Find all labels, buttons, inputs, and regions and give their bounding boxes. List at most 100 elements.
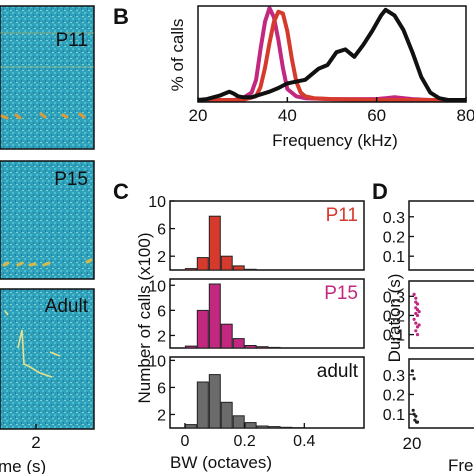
spectrogram-p11-calls <box>0 112 86 120</box>
panel-c-y-tick-label: 2 <box>157 328 166 345</box>
panel-d-point <box>412 317 416 321</box>
panel-d-point <box>417 323 421 327</box>
spectrogram-x-axis-label: me (s) <box>0 457 46 474</box>
panel-d-point <box>415 313 420 318</box>
panel-d-frame <box>408 358 474 429</box>
panel-c-bar <box>184 424 197 429</box>
panel-c-x-tick-label: 0 <box>180 433 189 450</box>
panel-b-x-tick-label: 80 <box>457 106 474 125</box>
panel-c-bar <box>232 338 245 349</box>
panel-d: D Duration (s) 0.10.20.30.10.20.30.10.20… <box>372 179 474 474</box>
panel-d-point <box>414 296 418 300</box>
panel-c-y-tick-label: 6 <box>157 380 166 397</box>
panel-b-frame <box>197 5 467 103</box>
panel-d-subplot-0: 0.1 0.2 0.3 <box>383 200 474 271</box>
panel-d-point <box>412 377 416 381</box>
spectrogram-p11 <box>0 5 95 150</box>
panel-d-y-axis-label: Duration (s) <box>385 274 404 363</box>
panel-c-x-tick-label: 0.4 <box>293 433 315 450</box>
panel-d-y-tick-label: 0.3 <box>383 289 405 306</box>
panel-c-bar <box>256 425 269 429</box>
panel-c-letter: C <box>113 179 129 204</box>
panel-c-bar <box>196 309 209 349</box>
spectrogram-adult-calls <box>4 310 61 378</box>
panel-d-point <box>415 333 420 337</box>
panel-c-x-tick-label: 0.2 <box>233 433 255 450</box>
spectrogram-adult <box>0 288 95 430</box>
panel-c-y-tick-label: 2 <box>157 407 166 424</box>
panel-c-bar <box>268 346 281 349</box>
panel-d-point <box>410 369 414 373</box>
panel-d-point <box>414 329 418 333</box>
panel-b-x-tick-label: 60 <box>367 106 386 125</box>
panel-c-x-axis-label: BW (octaves) <box>170 453 272 472</box>
spectrogram-p15 <box>0 160 95 280</box>
panel-c-y-axis-label: Number of calls (x100) <box>135 232 154 403</box>
panel-d-y-tick-label: 0.2 <box>383 308 405 325</box>
panel-d-point <box>414 321 418 325</box>
panel-d-x-tick-label: 20 <box>403 434 422 453</box>
panel-a: P11 P15 Adult 2 me (s) <box>0 5 95 474</box>
panel-d-point <box>414 414 418 418</box>
panel-c-bar <box>232 265 245 271</box>
panel-d-subplot-2: 0.1 0.2 0.3 <box>383 358 474 429</box>
panel-c-subplot-P11: 2 6 10 P11 <box>148 194 365 271</box>
spectrogram-label-adult: Adult <box>45 296 89 317</box>
panel-d-point <box>415 420 420 424</box>
panel-b-x-axis-label: Frequency (kHz) <box>272 131 398 150</box>
panel-d-y-tick-label: 0.1 <box>383 328 405 345</box>
panel-b-x-tick-label: 40 <box>278 106 297 125</box>
panel-d-y-tick-label: 0.1 <box>383 407 405 424</box>
panel-b-letter: B <box>113 4 129 29</box>
panel-b-lines <box>197 6 466 102</box>
panel-c-bar <box>244 345 257 349</box>
spectrogram-label-p11: P11 <box>56 30 88 51</box>
panel-d-point <box>415 302 420 306</box>
panel-d-point <box>417 310 421 314</box>
panel-d-frame <box>408 280 474 349</box>
panel-b-y-axis-label: % of calls <box>168 19 187 92</box>
panel-c-y-tick-label: 10 <box>148 194 166 211</box>
panel-c-bar <box>184 345 197 349</box>
panel-c-y-tick-label: 2 <box>157 249 166 266</box>
panel-c-frame <box>169 200 365 271</box>
panel-c-subplot-adult: 2 6 10 adult 0 0.2 0.4 <box>148 353 365 450</box>
panel-c-subplot-P15: 2 6 10 P15 <box>148 278 365 349</box>
panel-c-bar <box>184 268 197 271</box>
panel-d-letter: D <box>372 179 388 204</box>
panel-d-x-axis-label: Fre <box>448 456 474 474</box>
panel-b-x-tick-label: 20 <box>189 106 208 125</box>
panel-d-y-tick-label: 0.2 <box>383 229 405 246</box>
panel-d-y-tick-label: 0.1 <box>383 249 405 266</box>
panel-b: B % of calls 20 40 60 80 Frequency (kHz) <box>113 4 474 150</box>
panel-d-point <box>411 408 415 412</box>
panel-d-subplot-1: 0.1 0.2 0.3 <box>383 280 474 349</box>
panel-d-subplots: 0.1 0.2 0.3 0.1 0.2 0.3 0.1 0.2 0.3 <box>383 200 474 429</box>
panel-c-bar <box>220 255 233 271</box>
panel-c-bar <box>232 415 245 429</box>
panel-c-y-tick-label: 10 <box>148 353 166 370</box>
panel-c-bar <box>208 374 221 429</box>
panel-c-bar <box>280 426 293 429</box>
panel-c-bar <box>244 268 257 271</box>
panel-c-subplot-label: adult <box>317 361 359 382</box>
panel-c-subplot-label: P11 <box>326 205 358 226</box>
panel-c-bar <box>244 422 257 429</box>
panel-b-series-line-0 <box>198 6 466 102</box>
panel-d-y-tick-label: 0.2 <box>383 387 405 404</box>
panel-c-y-tick-label: 6 <box>157 222 166 239</box>
panel-c-y-tick-label: 10 <box>148 278 166 295</box>
spectrogram-p15-calls <box>2 258 93 267</box>
panel-c-bar <box>220 323 233 349</box>
panel-d-point <box>412 292 416 296</box>
spectrogram-label-p15: P15 <box>54 169 88 190</box>
panel-c-subplots: 2 6 10 P11 2 6 10 P15 2 6 10 adult 0 0.2 0.4 <box>148 194 365 450</box>
panel-d-y-tick-label: 0.3 <box>383 368 405 385</box>
panel-c-y-tick-label: 6 <box>157 303 166 320</box>
panel-d-y-tick-label: 0.3 <box>383 210 405 227</box>
panel-c-bar <box>256 346 269 349</box>
panel-c-bar <box>196 257 209 271</box>
panel-d-frame <box>408 200 474 271</box>
